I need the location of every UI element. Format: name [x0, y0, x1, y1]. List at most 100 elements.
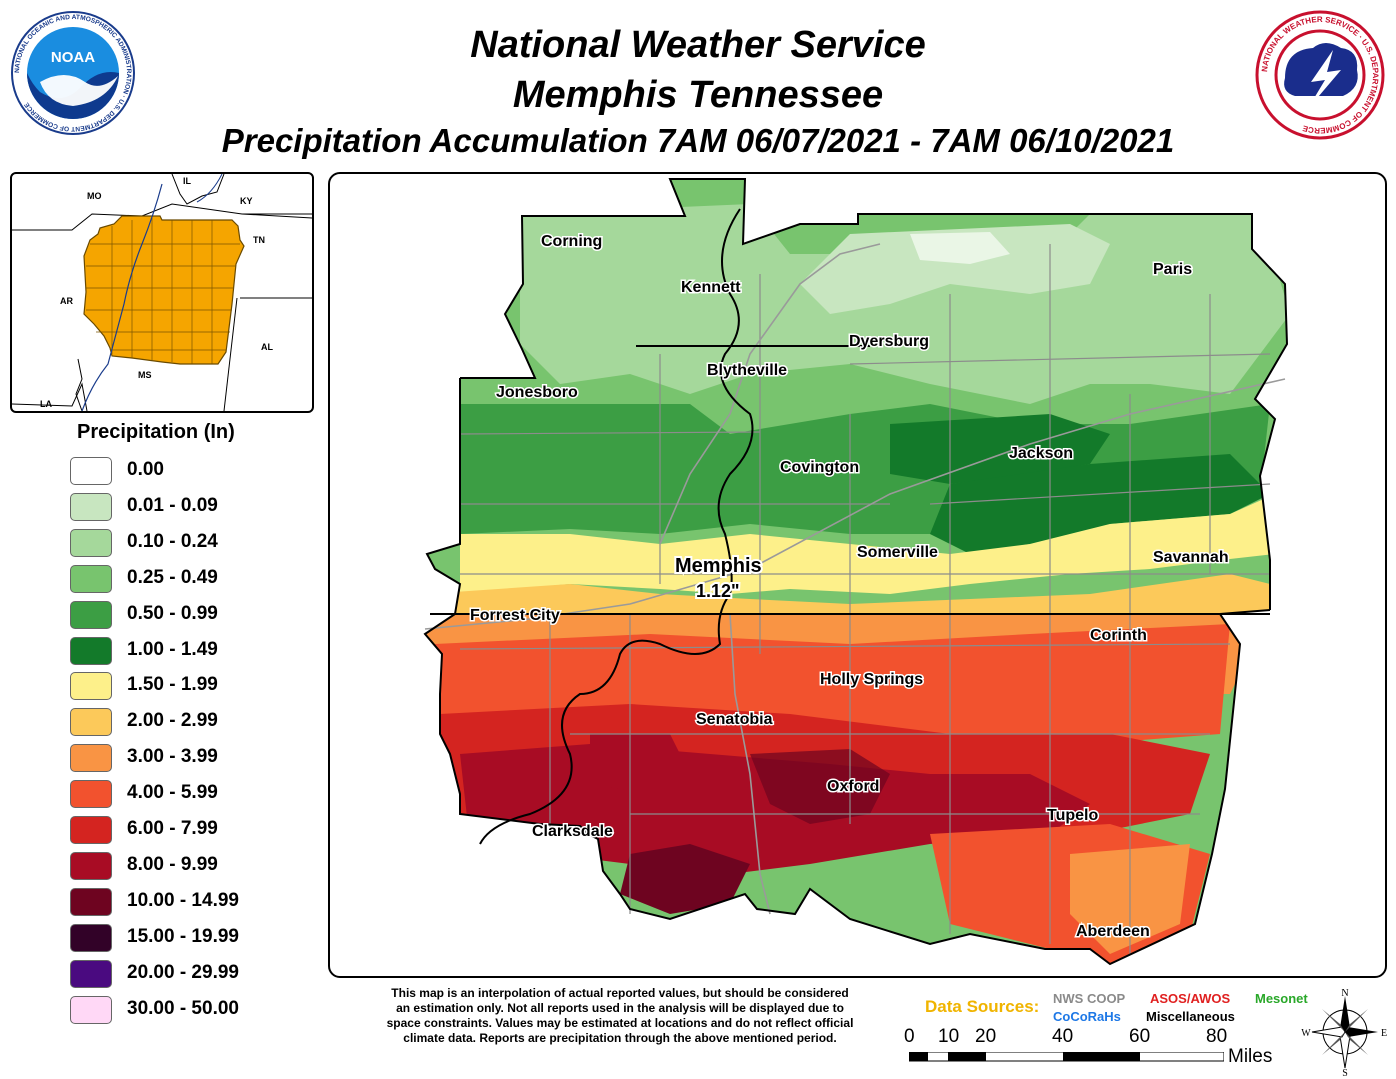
legend-label: 3.00 - 3.99 [127, 746, 218, 768]
city-jonesboro: Jonesboro [496, 384, 578, 401]
city-kennett: Kennett [681, 279, 741, 296]
legend-swatch [70, 600, 112, 629]
city-paris: Paris [1153, 261, 1192, 278]
inset-label-ky: KY [240, 196, 253, 206]
scale-tick-60: 60 [1129, 1026, 1151, 1047]
legend-label: 30.00 - 50.00 [127, 997, 239, 1019]
disclaimer-line-1: This map is an interpolation of actual r… [391, 986, 849, 1000]
source-mesonet: Mesonet [1255, 991, 1308, 1006]
scale-tick-0: 0 [904, 1026, 915, 1047]
city-corning: Corning [541, 233, 602, 250]
memphis-callout: Memphis 1.12" [673, 553, 764, 603]
legend-row: 6.00 - 7.99 [70, 816, 310, 846]
inset-label-ar: AR [60, 296, 73, 306]
legend-row: 10.00 - 14.99 [70, 887, 310, 918]
city-aberdeen: Aberdeen [1076, 923, 1150, 940]
city-oxford: Oxford [827, 778, 879, 795]
inset-label-il: IL [183, 176, 191, 186]
legend-label: 1.00 - 1.49 [127, 638, 218, 660]
city-tupelo: Tupelo [1047, 807, 1098, 824]
legend-swatch [70, 636, 112, 665]
city-clarksdale: Clarksdale [532, 823, 613, 840]
precipitation-map: Corning Kennett Paris Dyersburg Blythevi… [328, 172, 1387, 978]
legend-row: 0.00 [70, 457, 310, 487]
legend-label: 10.00 - 14.99 [127, 889, 239, 911]
data-sources-label: Data Sources: [925, 997, 1040, 1016]
legend-swatch [70, 492, 112, 521]
legend-swatch [70, 708, 112, 737]
legend-label: 0.10 - 0.24 [127, 530, 218, 552]
legend-label: 1.50 - 1.99 [127, 674, 218, 696]
legend-title: Precipitation (In) [77, 421, 235, 443]
scale-tick-10: 10 [938, 1026, 960, 1047]
legend-label: 0.00 [127, 459, 164, 480]
legend-row: 0.50 - 0.99 [70, 600, 310, 631]
city-somerville: Somerville [857, 544, 938, 561]
title-line-1: National Weather Service [470, 24, 926, 66]
legend-label: 8.00 - 9.99 [127, 853, 218, 875]
city-corinth: Corinth [1090, 627, 1147, 644]
compass-w: W [1301, 1028, 1311, 1039]
legend-row: 8.00 - 9.99 [70, 851, 310, 882]
legend-row: 0.25 - 0.49 [70, 564, 310, 595]
legend-swatch [70, 923, 112, 952]
precipitation-map-drawing: Corning Kennett Paris Dyersburg Blythevi… [423, 178, 1289, 966]
legend-row: 1.50 - 1.99 [70, 672, 310, 702]
disclaimer: This map is an interpolation of actual r… [340, 986, 900, 1046]
legend-label: 4.00 - 5.99 [127, 782, 218, 804]
state-lines [423, 178, 1289, 966]
legend-label: 15.00 - 19.99 [127, 925, 239, 947]
city-senatobia: Senatobia [696, 711, 773, 728]
memphis-value: 1.12" [696, 581, 740, 601]
noaa-logo-text: NOAA [51, 49, 95, 66]
city-labels: Corning Kennett Paris Dyersburg Blythevi… [469, 232, 1231, 942]
city-memphis: Memphis [675, 555, 762, 577]
inset-locator-map: MO IL KY TN AR AL MS LA [10, 172, 314, 413]
noaa-logo: NOAA NATIONAL OCEANIC AND ATMOSPHERIC AD… [11, 11, 135, 135]
city-holly-springs: Holly Springs [820, 671, 923, 688]
source-miscellaneous: Miscellaneous [1146, 1009, 1235, 1024]
legend-swatch [70, 851, 112, 880]
legend-swatch [70, 995, 112, 1024]
legend-row: 3.00 - 3.99 [70, 744, 310, 774]
disclaimer-line-3: space constraints. Values may be estimat… [386, 1016, 854, 1030]
inset-label-la: LA [40, 399, 52, 409]
compass-s: S [1342, 1068, 1348, 1076]
scale-bar: 0 10 20 40 60 80 Miles [900, 1026, 1280, 1072]
city-forrest-city: Forrest City [470, 607, 560, 624]
legend-row: 20.00 - 29.99 [70, 959, 310, 990]
scale-tick-40: 40 [1052, 1026, 1074, 1047]
legend-label: 0.25 - 0.49 [127, 566, 218, 588]
highways [424, 243, 1286, 915]
legend-row: 30.00 - 50.00 [70, 995, 310, 1026]
disclaimer-line-2: an estimation only. Not all reports used… [396, 1001, 844, 1015]
title-line-3: Precipitation Accumulation 7AM 06/07/202… [221, 122, 1175, 159]
legend-swatch [70, 959, 112, 988]
legend-swatch [70, 457, 112, 485]
legend-row: 4.00 - 5.99 [70, 780, 310, 810]
inset-label-al: AL [261, 342, 273, 352]
legend-label: 0.01 - 0.09 [127, 494, 218, 516]
city-dyersburg: Dyersburg [849, 333, 929, 350]
scale-tick-80: 80 [1206, 1026, 1228, 1047]
legend-label: 6.00 - 7.99 [127, 818, 218, 839]
source-cocorahs: CoCoRaHs [1053, 1009, 1121, 1024]
legend-row: 1.00 - 1.49 [70, 636, 310, 667]
city-jackson: Jackson [1009, 445, 1073, 462]
legend-swatch [70, 887, 112, 916]
legend-row: 2.00 - 2.99 [70, 708, 310, 738]
legend-swatch [70, 780, 112, 809]
compass-e: E [1381, 1028, 1387, 1039]
legend-swatch [70, 564, 112, 593]
inset-label-ms: MS [138, 370, 152, 380]
title-line-2: Memphis Tennessee [512, 74, 884, 116]
scale-tick-20: 20 [975, 1026, 997, 1047]
legend-row: 15.00 - 19.99 [70, 923, 310, 954]
legend-swatch [70, 528, 112, 557]
legend-label: 20.00 - 29.99 [127, 961, 239, 983]
city-savannah: Savannah [1153, 549, 1229, 566]
city-covington: Covington [780, 459, 859, 476]
precipitation-field [425, 179, 1287, 964]
scale-bar-graphic [909, 1052, 1224, 1062]
compass-n: N [1341, 988, 1348, 999]
